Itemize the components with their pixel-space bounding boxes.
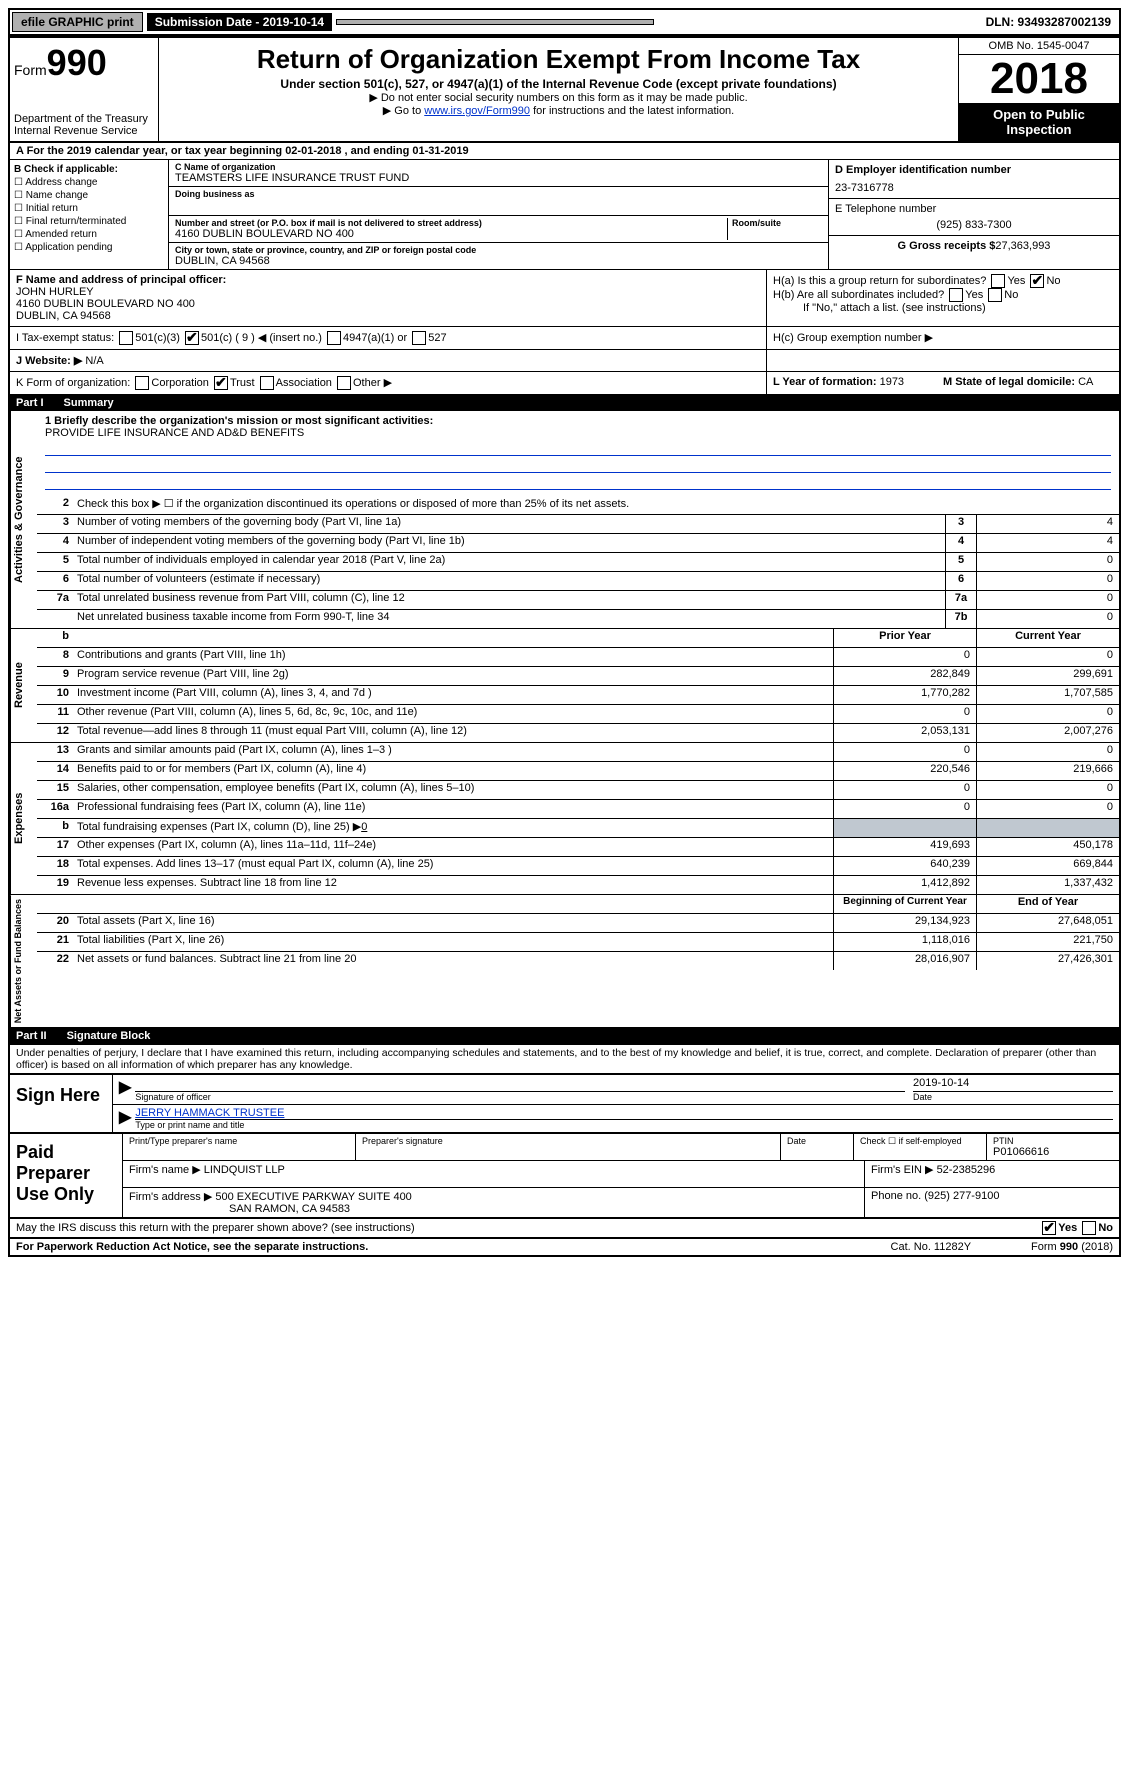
irs-link[interactable]: www.irs.gov/Form990 (424, 105, 530, 117)
top-bar: efile GRAPHIC print Submission Date - 20… (8, 8, 1121, 36)
firm-phone: (925) 277-9100 (924, 1190, 999, 1202)
vlabel-netassets: Net Assets or Fund Balances (10, 895, 37, 1027)
mission-text: PROVIDE LIFE INSURANCE AND AD&D BENEFITS (45, 427, 1111, 439)
gross-receipts: 27,363,993 (995, 240, 1050, 252)
527-check[interactable] (412, 331, 426, 345)
officer-name: JOHN HURLEY (16, 286, 760, 298)
form-header: Form990 Department of the Treasury Inter… (10, 38, 1119, 143)
omb-number: OMB No. 1545-0047 (959, 38, 1119, 55)
phone: (925) 833-7300 (835, 215, 1113, 231)
ha-no[interactable] (1030, 274, 1044, 288)
4947-check[interactable] (327, 331, 341, 345)
signer-name: JERRY HAMMACK TRUSTEE (135, 1107, 1113, 1120)
vlabel-governance: Activities & Governance (10, 411, 37, 628)
other-check[interactable] (337, 376, 351, 390)
note-goto: ▶ Go to www.irs.gov/Form990 for instruct… (167, 104, 950, 117)
discuss-yes[interactable] (1042, 1221, 1056, 1235)
v4: 4 (976, 534, 1119, 552)
vlabel-revenue: Revenue (10, 629, 37, 742)
trust-check[interactable] (214, 376, 228, 390)
firm-ein: 52-2385296 (937, 1164, 996, 1176)
form-number: Form990 (14, 42, 154, 84)
cat-no: Cat. No. 11282Y (891, 1241, 972, 1253)
dln: DLN: 93493287002139 (986, 15, 1117, 29)
line-a: A For the 2019 calendar year, or tax yea… (10, 143, 1119, 160)
501c-check[interactable] (185, 331, 199, 345)
org-name: TEAMSTERS LIFE INSURANCE TRUST FUND (175, 172, 822, 184)
firm-name: LINDQUIST LLP (204, 1164, 285, 1176)
ptin: P01066616 (993, 1146, 1113, 1158)
assoc-check[interactable] (260, 376, 274, 390)
dept-treasury: Department of the Treasury Internal Reve… (14, 113, 154, 137)
paid-preparer-label: Paid Preparer Use Only (10, 1134, 123, 1217)
part2-header: Part II Signature Block (10, 1028, 1119, 1044)
year-formation: 1973 (880, 376, 904, 388)
v5: 0 (976, 553, 1119, 571)
v7a: 0 (976, 591, 1119, 609)
tax-year: 2018 (959, 55, 1119, 103)
discuss-no[interactable] (1082, 1221, 1096, 1235)
form-container: Form990 Department of the Treasury Inter… (8, 36, 1121, 1257)
open-public: Open to Public Inspection (959, 103, 1119, 141)
website: N/A (85, 355, 103, 367)
sign-here-label: Sign Here (10, 1075, 113, 1132)
v3: 4 (976, 515, 1119, 533)
corp-check[interactable] (135, 376, 149, 390)
v6: 0 (976, 572, 1119, 590)
501c3-check[interactable] (119, 331, 133, 345)
state-domicile: CA (1078, 376, 1093, 388)
vlabel-expenses: Expenses (10, 743, 37, 894)
paperwork-notice: For Paperwork Reduction Act Notice, see … (16, 1241, 368, 1253)
part1-header: Part I Summary (10, 395, 1119, 411)
penalty-text: Under penalties of perjury, I declare th… (10, 1044, 1119, 1073)
submission-date: Submission Date - 2019-10-14 (147, 13, 332, 31)
note-ssn: ▶ Do not enter social security numbers o… (167, 91, 950, 104)
org-city: DUBLIN, CA 94568 (175, 255, 822, 267)
hb-yes[interactable] (949, 288, 963, 302)
ein: 23-7316778 (835, 176, 1113, 194)
efile-btn[interactable]: efile GRAPHIC print (12, 12, 143, 32)
check-applicable: B Check if applicable: ☐ Address change … (10, 160, 169, 269)
form-footer: Form 990 (2018) (1031, 1241, 1113, 1253)
form-subtitle: Under section 501(c), 527, or 4947(a)(1)… (167, 77, 950, 91)
form-title: Return of Organization Exempt From Incom… (167, 44, 950, 75)
blank-btn[interactable] (336, 19, 654, 25)
sign-date: 2019-10-14 (913, 1077, 1113, 1092)
ha-yes[interactable] (991, 274, 1005, 288)
v7b: 0 (976, 610, 1119, 628)
org-street: 4160 DUBLIN BOULEVARD NO 400 (175, 228, 727, 240)
hb-no[interactable] (988, 288, 1002, 302)
